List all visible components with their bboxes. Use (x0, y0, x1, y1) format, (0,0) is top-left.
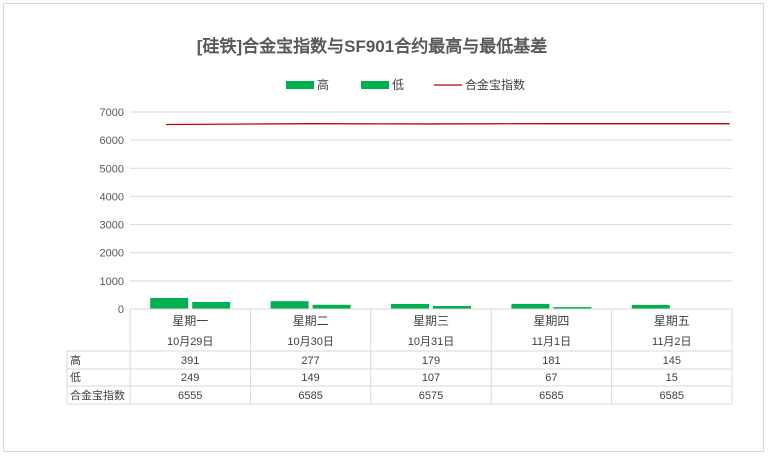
bar-high (150, 297, 189, 309)
legend-label-index: 合金宝指数 (465, 77, 525, 92)
table-cell-value: 179 (422, 355, 440, 367)
category-day-label: 星期五 (654, 314, 690, 328)
table-cell-value: 145 (663, 355, 681, 367)
category-date-label: 11月1日 (532, 336, 572, 348)
bar-high (631, 304, 670, 309)
index-line (166, 123, 730, 126)
legend: 高 低 合金宝指数 (286, 77, 525, 92)
table-cell-value: 277 (301, 355, 319, 367)
chart-title: [硅铁]合金宝指数与SF901合约最高与最低基差 (197, 36, 547, 56)
y-tick-label: 1000 (100, 276, 124, 288)
category-date-label: 10月31日 (408, 336, 454, 348)
legend-swatch-low (361, 81, 389, 89)
category-day-label: 星期三 (413, 314, 449, 328)
bar-high (511, 303, 550, 309)
index-line-path (166, 123, 730, 126)
y-axis: 0 1000 2000 3000 4000 5000 6000 7000 (100, 107, 124, 316)
table-cell-value: 181 (542, 355, 560, 367)
grid (130, 111, 732, 310)
legend-label-low: 低 (392, 78, 404, 92)
y-tick-label: 2000 (100, 248, 124, 260)
y-tick-label: 0 (118, 304, 124, 316)
y-tick-label: 3000 (100, 220, 124, 232)
table-cell-value: 391 (181, 355, 199, 367)
table-cell-value: 6585 (298, 390, 322, 402)
y-tick-label: 5000 (100, 163, 124, 175)
table-row-label: 高 (70, 353, 81, 367)
category-day-label: 星期一 (172, 314, 208, 328)
table-cell-value: 15 (666, 372, 678, 384)
table-cell-value: 6585 (539, 390, 563, 402)
table-cell-value: 67 (545, 372, 557, 384)
category-date-label: 10月30日 (287, 336, 333, 348)
table-cell-value: 249 (181, 372, 199, 384)
legend-label-high: 高 (317, 77, 329, 92)
category-date-label: 10月29日 (167, 336, 213, 348)
category-day-label: 星期二 (293, 314, 329, 328)
table-cell-value: 6575 (419, 390, 443, 402)
category-date-label: 11月2日 (652, 336, 692, 348)
y-tick-label: 6000 (100, 135, 124, 147)
category-day-label: 星期四 (533, 314, 569, 328)
bar-high (270, 301, 309, 309)
table-cell-value: 6585 (660, 390, 684, 402)
y-tick-label: 4000 (100, 191, 124, 203)
legend-swatch-high (286, 81, 314, 89)
table-row-label: 合金宝指数 (70, 388, 125, 402)
table-cell-value: 149 (301, 372, 319, 384)
data-table: 星期一 10月29日 星期二 10月30日 星期三 10月31日 星期四 11月1日 星期五 11… (66, 308, 733, 405)
table-row-label: 低 (70, 371, 81, 384)
table-cell-value: 6555 (178, 390, 202, 402)
bars (150, 297, 712, 309)
bar-low (433, 305, 471, 309)
bar-low (192, 301, 231, 309)
bar-high (391, 303, 429, 309)
y-tick-label: 7000 (100, 107, 124, 119)
bar-low (553, 307, 592, 309)
table-cell-value: 107 (422, 372, 440, 384)
bar-low (312, 304, 351, 309)
